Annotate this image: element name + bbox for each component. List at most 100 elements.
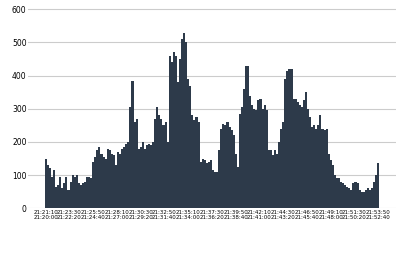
- Bar: [253, 109, 255, 208]
- Bar: [115, 165, 117, 208]
- Bar: [218, 150, 220, 208]
- Bar: [243, 89, 245, 208]
- Bar: [299, 105, 301, 208]
- Bar: [166, 142, 169, 208]
- Bar: [303, 100, 305, 208]
- Bar: [297, 102, 299, 208]
- Bar: [214, 172, 216, 208]
- Bar: [70, 182, 72, 208]
- Bar: [315, 129, 317, 208]
- Bar: [301, 107, 303, 208]
- Bar: [276, 154, 278, 208]
- Bar: [352, 183, 354, 208]
- Bar: [86, 177, 88, 208]
- Bar: [359, 190, 361, 208]
- Bar: [307, 109, 309, 208]
- Bar: [185, 42, 187, 208]
- Bar: [375, 175, 377, 208]
- Bar: [198, 122, 200, 208]
- Bar: [105, 159, 107, 208]
- Bar: [82, 183, 84, 208]
- Bar: [164, 122, 166, 208]
- Bar: [107, 148, 109, 208]
- Bar: [367, 188, 369, 208]
- Bar: [268, 150, 270, 208]
- Bar: [80, 185, 82, 208]
- Bar: [324, 130, 326, 208]
- Bar: [55, 187, 57, 208]
- Bar: [274, 150, 276, 208]
- Bar: [288, 69, 290, 208]
- Bar: [369, 190, 371, 208]
- Bar: [280, 129, 282, 208]
- Bar: [332, 165, 334, 208]
- Bar: [373, 182, 375, 208]
- Bar: [45, 159, 47, 208]
- Bar: [239, 114, 241, 208]
- Bar: [158, 115, 160, 208]
- Bar: [109, 150, 111, 208]
- Bar: [72, 175, 74, 208]
- Bar: [344, 185, 346, 208]
- Bar: [334, 175, 336, 208]
- Bar: [340, 182, 342, 208]
- Bar: [57, 185, 59, 208]
- Bar: [361, 192, 363, 208]
- Bar: [282, 122, 284, 208]
- Bar: [169, 56, 171, 208]
- Bar: [348, 188, 350, 208]
- Bar: [123, 147, 125, 208]
- Bar: [84, 182, 86, 208]
- Bar: [65, 177, 68, 208]
- Bar: [264, 105, 266, 208]
- Bar: [220, 129, 222, 208]
- Bar: [160, 119, 162, 208]
- Bar: [127, 142, 129, 208]
- Bar: [200, 162, 202, 208]
- Bar: [88, 177, 90, 208]
- Bar: [342, 183, 344, 208]
- Bar: [156, 107, 158, 208]
- Bar: [371, 188, 373, 208]
- Bar: [247, 66, 249, 208]
- Bar: [278, 142, 280, 208]
- Bar: [272, 155, 274, 208]
- Bar: [311, 127, 313, 208]
- Bar: [152, 142, 154, 208]
- Bar: [251, 105, 253, 208]
- Bar: [233, 135, 235, 208]
- Bar: [162, 125, 164, 208]
- Bar: [210, 160, 212, 208]
- Bar: [290, 69, 292, 208]
- Bar: [363, 192, 365, 208]
- Bar: [111, 154, 113, 208]
- Bar: [305, 92, 307, 208]
- Bar: [328, 154, 330, 208]
- Bar: [96, 150, 98, 208]
- Bar: [309, 117, 311, 208]
- Bar: [171, 62, 173, 208]
- Bar: [175, 56, 177, 208]
- Bar: [292, 99, 295, 208]
- Bar: [377, 163, 379, 208]
- Bar: [249, 96, 251, 208]
- Bar: [154, 119, 156, 208]
- Bar: [134, 122, 136, 208]
- Bar: [317, 125, 319, 208]
- Bar: [212, 170, 214, 208]
- Bar: [100, 154, 102, 208]
- Bar: [53, 170, 55, 208]
- Bar: [150, 145, 152, 208]
- Bar: [49, 168, 51, 208]
- Bar: [117, 152, 119, 208]
- Bar: [140, 147, 142, 208]
- Bar: [330, 160, 332, 208]
- Bar: [47, 165, 49, 208]
- Bar: [224, 125, 226, 208]
- Bar: [78, 183, 80, 208]
- Bar: [365, 190, 367, 208]
- Bar: [148, 144, 150, 208]
- Bar: [286, 71, 288, 208]
- Bar: [196, 117, 198, 208]
- Bar: [138, 148, 140, 208]
